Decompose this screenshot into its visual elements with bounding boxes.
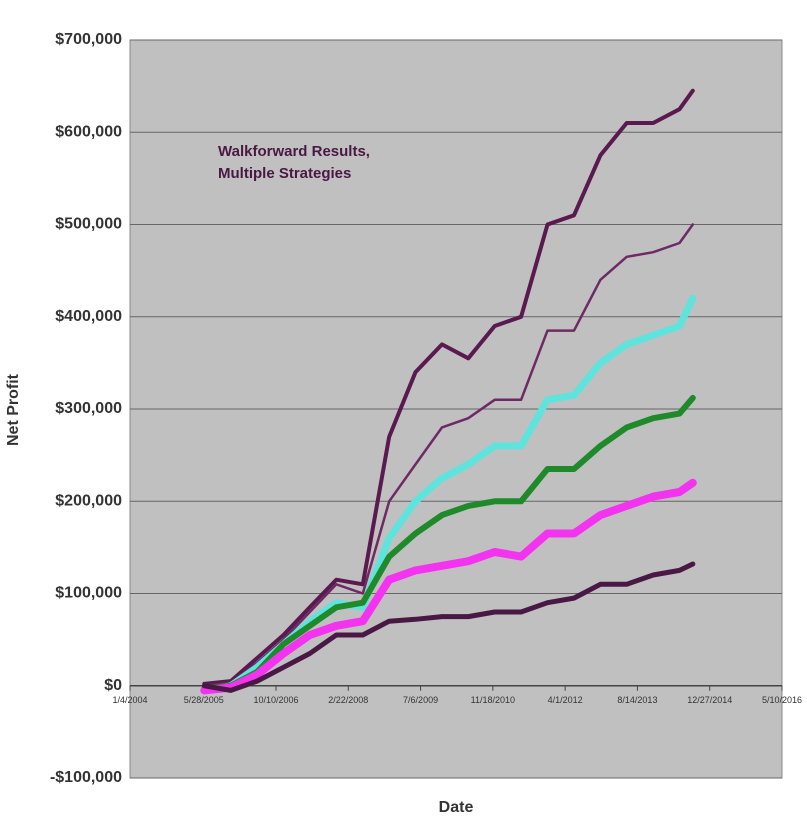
series-line [201,561,696,693]
y-tick-label: $300,000 [55,400,122,417]
x-tick-label: 8/14/2013 [617,695,657,705]
series-line [201,394,696,692]
y-axis-title: Net Profit [5,373,22,446]
x-tick-label: 5/28/2005 [184,695,224,705]
series-line [203,223,695,688]
x-axis-title: Date [439,799,474,816]
annotation: Multiple Strategies [218,165,351,182]
y-tick-label: $500,000 [55,216,122,233]
series-line [202,88,695,686]
y-tick-label: $200,000 [55,492,122,509]
x-tick-label: 4/1/2012 [548,695,583,705]
y-tick-label: $600,000 [55,123,122,140]
y-tick-label: $700,000 [55,31,122,48]
y-tick-label: -$100,000 [50,769,122,786]
x-tick-label: 5/10/2016 [762,695,802,705]
annotation: Walkforward Results, [218,143,370,160]
y-tick-label: $400,000 [55,308,122,325]
x-tick-label: 12/27/2014 [687,695,732,705]
y-tick-label: $100,000 [55,585,122,602]
x-tick-label: 11/18/2010 [471,695,515,705]
series-line [200,478,697,695]
x-tick-label: 10/10/2006 [253,695,298,705]
x-tick-label: 2/22/2008 [328,695,368,705]
x-tick-label: 1/4/2004 [112,695,147,705]
y-tick-label: $0 [104,677,122,694]
x-tick-label: 7/6/2009 [403,695,438,705]
